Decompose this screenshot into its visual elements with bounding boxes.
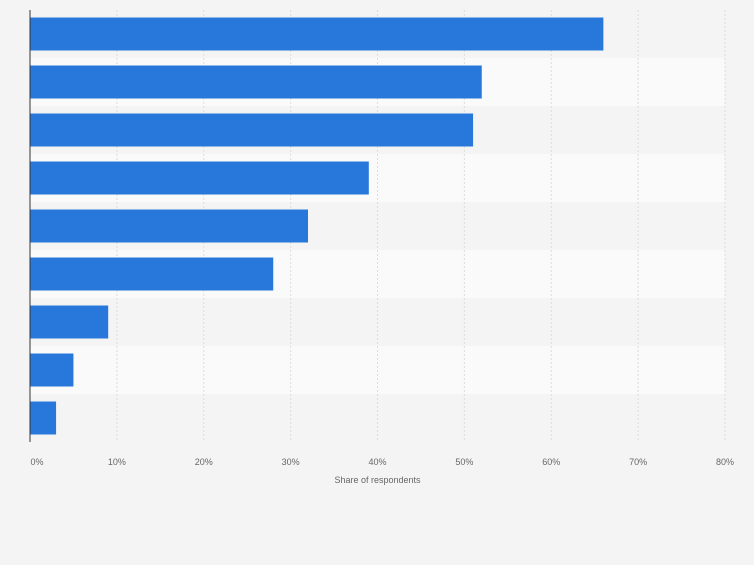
bar [30,17,604,51]
bars [30,17,604,435]
bar [30,257,274,291]
x-tick-label: 40% [368,457,386,467]
bar [30,401,57,435]
x-tick-label: 80% [716,457,734,467]
x-tick-label: 30% [282,457,300,467]
bar [30,65,482,99]
x-tick-label: 20% [195,457,213,467]
bar [30,305,109,339]
x-tick-label: 10% [108,457,126,467]
x-tick-label: 50% [455,457,473,467]
x-axis-ticks: 0% 10% 20% 30% 40% 50% 60% 70% 80% [30,457,734,467]
x-axis-label: Share of respondents [334,475,421,485]
bar [30,353,74,387]
x-tick-label: 0% [30,457,43,467]
bar [30,161,369,195]
bar [30,209,308,243]
x-tick-label: 70% [629,457,647,467]
x-tick-label: 60% [542,457,560,467]
bar [30,113,474,147]
